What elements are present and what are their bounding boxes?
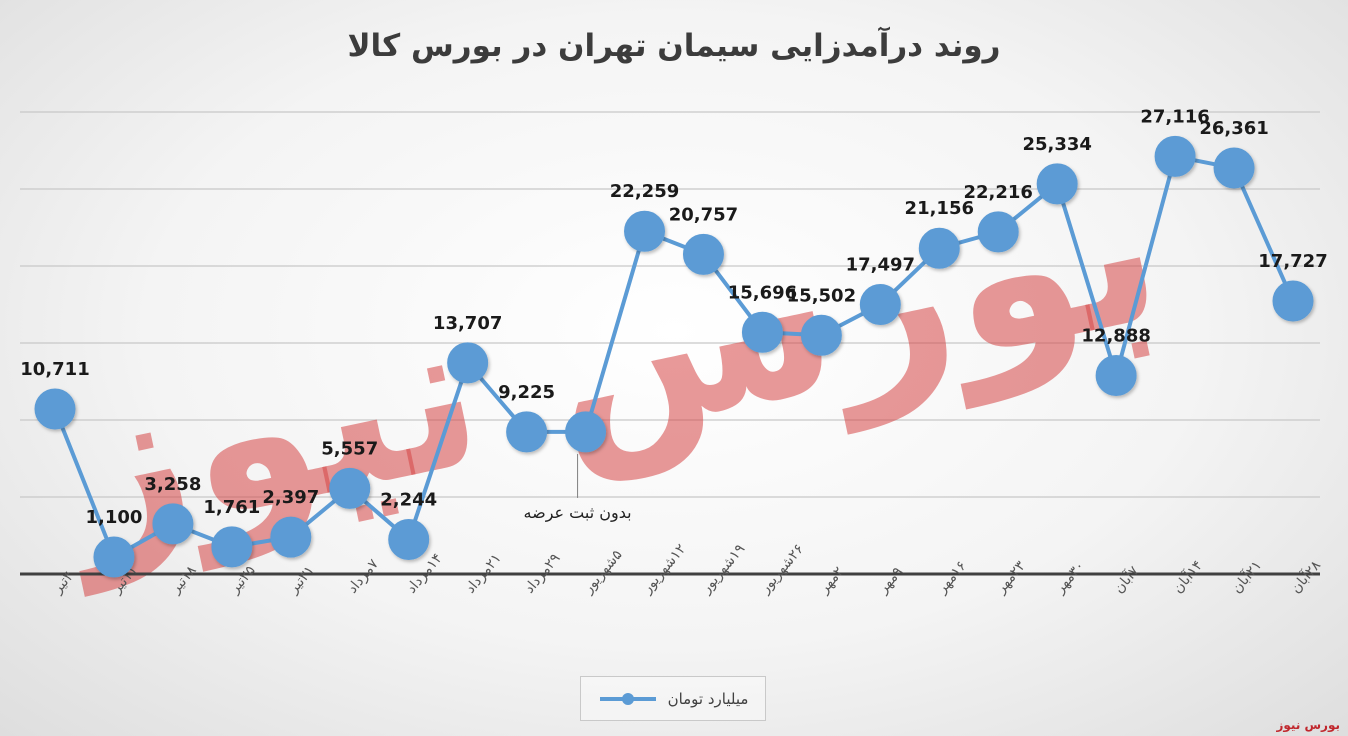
x-tick-label: ۷مرداد bbox=[345, 556, 383, 597]
annotation-text: بدون ثبت عرضه bbox=[524, 503, 632, 523]
data-label: 5,557 bbox=[321, 438, 378, 459]
data-label: 25,334 bbox=[1022, 134, 1091, 155]
data-label: 2,244 bbox=[380, 489, 437, 510]
data-point bbox=[1036, 163, 1078, 205]
data-point bbox=[329, 467, 371, 509]
series-line bbox=[53, 154, 1295, 560]
data-label: 12,888 bbox=[1081, 326, 1150, 347]
legend-marker bbox=[599, 692, 656, 705]
x-tick-label: ۵شهریور bbox=[580, 547, 626, 597]
data-label: 27,116 bbox=[1140, 106, 1209, 127]
data-label: 13,707 bbox=[433, 313, 502, 334]
x-tick-label: ۲۱آبان bbox=[1228, 557, 1265, 597]
data-label: 17,727 bbox=[1258, 251, 1327, 272]
data-label: 21,156 bbox=[905, 198, 974, 219]
data-label: 15,502 bbox=[787, 285, 856, 306]
x-tick-label: ۲۵تیر bbox=[226, 563, 259, 598]
gridlines bbox=[20, 111, 1320, 498]
data-point bbox=[388, 518, 430, 560]
data-point bbox=[682, 233, 724, 275]
x-tick-label: ۱۲شهریور bbox=[639, 541, 690, 597]
x-tick-label: ۳۱تیر bbox=[285, 563, 318, 598]
data-point bbox=[506, 411, 548, 453]
x-tick-label: ۷آبان bbox=[1110, 562, 1143, 596]
data-points bbox=[34, 135, 1314, 578]
data-label: 9,225 bbox=[498, 382, 555, 403]
data-label: 26,361 bbox=[1199, 118, 1268, 139]
x-tick-label: ۳۰مهر bbox=[1051, 558, 1088, 597]
legend: میلیارد تومان bbox=[580, 676, 766, 721]
data-label: 10,711 bbox=[20, 359, 89, 380]
data-point bbox=[447, 342, 489, 384]
data-label: 1,761 bbox=[203, 497, 260, 518]
data-point bbox=[977, 211, 1019, 253]
data-label: 3,258 bbox=[144, 474, 201, 495]
data-point bbox=[1213, 147, 1255, 189]
data-point bbox=[859, 284, 901, 326]
data-point bbox=[565, 411, 607, 453]
data-point bbox=[152, 503, 194, 545]
legend-label: میلیارد تومان bbox=[667, 689, 749, 708]
annotation: بدون ثبت عرضه bbox=[524, 453, 632, 523]
data-point bbox=[270, 516, 312, 558]
x-tick-label: ۲۸آبان bbox=[1287, 557, 1324, 597]
data-label: 20,757 bbox=[669, 204, 738, 225]
chart-title: روند درآمدزایی سیمان تهران در بورس کالا bbox=[347, 28, 1001, 64]
data-point bbox=[624, 210, 666, 252]
data-point bbox=[34, 388, 76, 430]
x-tick-label: ۱۹شهریور bbox=[698, 541, 749, 597]
data-label: 15,696 bbox=[728, 282, 797, 303]
data-label: 2,397 bbox=[262, 487, 319, 508]
data-point bbox=[918, 227, 960, 269]
x-tick-label: ۹مهر bbox=[874, 564, 906, 597]
x-tick-label: ۲۶شهریور bbox=[757, 541, 808, 597]
data-point bbox=[800, 314, 842, 356]
brand-logo-text: بورس نیوز bbox=[1276, 718, 1340, 732]
x-tick-label: ۱۴آبان bbox=[1169, 557, 1206, 597]
data-label: 1,100 bbox=[85, 507, 142, 528]
x-tick-label: ۲مهر bbox=[816, 564, 848, 597]
data-point bbox=[93, 536, 135, 578]
data-point bbox=[1272, 280, 1314, 322]
data-label: 22,259 bbox=[610, 181, 679, 202]
data-label: 17,497 bbox=[846, 255, 915, 276]
data-point bbox=[1154, 135, 1196, 177]
x-tick-label: ۲۳مهر bbox=[992, 558, 1029, 598]
x-tick-label: ۱۶مهر bbox=[933, 558, 970, 597]
data-label: 22,216 bbox=[964, 182, 1033, 203]
data-point bbox=[1095, 355, 1137, 397]
data-point bbox=[741, 311, 783, 353]
data-point bbox=[211, 526, 253, 568]
